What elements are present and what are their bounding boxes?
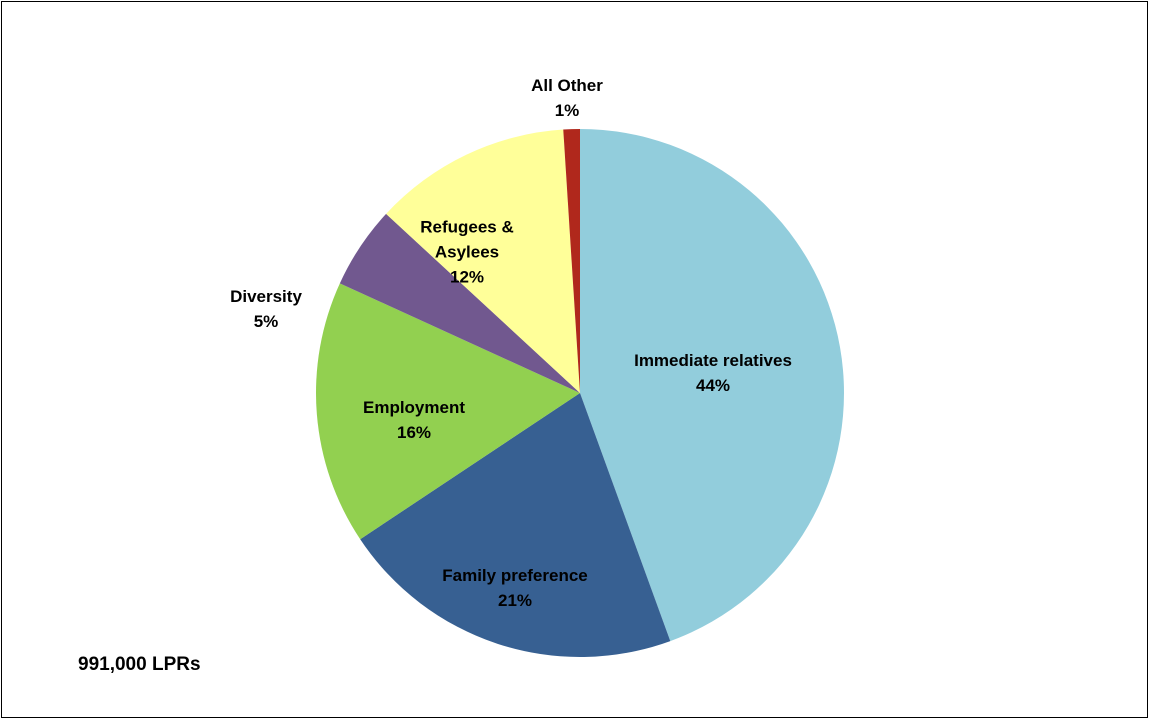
category-label: Diversity: [230, 287, 302, 306]
value-label: 21%: [497, 591, 533, 610]
annotation: 991,000 LPRs: [78, 654, 201, 675]
pie-slice: [563, 129, 580, 393]
value-label: 1%: [554, 101, 580, 120]
pie-slice: [316, 283, 580, 540]
category-label: All Other: [531, 76, 603, 95]
value-label: 16%: [396, 423, 432, 442]
value-label: 12%: [449, 267, 485, 287]
value-label: 5%: [253, 312, 279, 331]
pie-slice: [386, 129, 580, 393]
slice-label: All Other 1%: [507, 73, 627, 123]
slice-label: Employment 16%: [334, 395, 494, 445]
pie-slice: [580, 129, 845, 642]
category-label: Employment: [362, 398, 466, 417]
pie-slice: [339, 213, 580, 393]
slice-label: Family preference 21%: [405, 563, 625, 613]
slice-label: Refugees & Asylees 12%: [412, 215, 522, 290]
category-label: Refugees & Asylees: [420, 217, 514, 262]
value-label: 44%: [695, 376, 731, 395]
slice-label: Immediate relatives 44%: [603, 348, 823, 398]
category-label: Immediate relatives: [634, 351, 792, 370]
category-label: Family preference: [442, 566, 588, 585]
slice-label: Diversity 5%: [206, 284, 326, 334]
pie-slice: [360, 393, 671, 657]
